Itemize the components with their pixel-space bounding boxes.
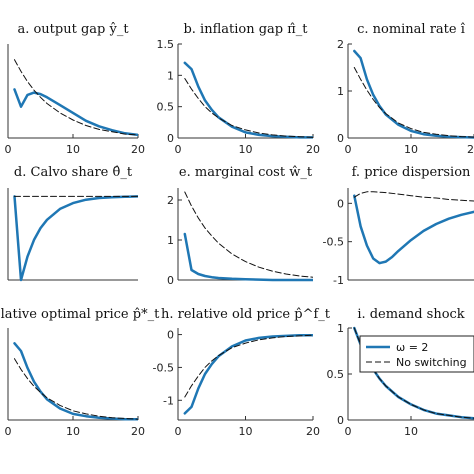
panel-c: 01201020c. nominal rate î [337,22,474,156]
x-tick-label: 20 [306,143,320,156]
x-tick-label: 10 [404,143,418,156]
y-tick-label: 0 [167,274,174,287]
y-tick-label: -1 [163,394,174,407]
x-tick-label: 10 [239,143,253,156]
panel-d: d. Calvo share θ̂_t [7,165,138,282]
x-tick-label: 0 [5,425,12,438]
x-tick-label: 10 [66,143,80,156]
y-tick-label: 2 [167,194,174,207]
x-tick-label: 0 [345,143,352,156]
panel-b: 0 0.5 1 1.5 0 10 20 b. inflation gap π̂_t [157,22,321,156]
y-tick-label: 2 [337,38,344,51]
panel-title: e. marginal cost ŵ_t [179,165,313,180]
legend-label-omega: ω = 2 [396,341,428,354]
x-tick-label: 20 [467,143,474,156]
series-line-no-switching [353,67,474,138]
x-tick-label: 10 [404,425,418,438]
panel-title: b. inflation gap π̂_t [183,22,308,37]
series-line-omega [183,232,313,282]
x-tick-label: 20 [131,143,145,156]
series-line-no-switching [184,191,313,278]
series-line-omega [183,61,313,139]
series-line-no-switching [184,334,313,398]
y-tick-label: -0.5 [323,236,344,249]
y-tick-label: 0 [167,329,174,342]
x-tick-label: 10 [66,425,80,438]
y-tick-label: 0.5 [157,101,175,114]
series-line-omega [353,49,474,139]
y-tick-label: 1 [167,69,174,82]
panel-title: d. Calvo share θ̂_t [14,165,133,180]
series-line-omega [13,342,138,421]
panel-title: f. price dispersion [352,165,471,180]
legend: ω = 2 No switching [359,335,474,373]
x-tick-label: 0 [175,143,182,156]
panel-e: 0 1 2 e. marginal cost ŵ_t [167,165,313,287]
panel-title: h. relative old price p̂^f_t [161,307,331,322]
panel-title: c. nominal rate î [357,22,466,37]
panel-title: a. output gap ŷ_t [17,22,129,37]
y-tick-label: 1 [337,85,344,98]
y-tick-label: 0 [337,414,344,427]
panel-a: 0 10 20 a. output gap ŷ_t [5,22,146,156]
panel-title: relative optimal price p̂*_t [0,307,160,322]
panel-h: -1 -0.5 0 0 10 20 h. relative old price p̂^f_t [153,307,331,438]
y-tick-label: 1 [167,234,174,247]
legend-box [359,335,474,373]
series-line-omega [13,195,138,282]
x-tick-label: 0 [5,143,12,156]
series-line-no-switching [14,358,138,420]
panel-g: 0 10 20 relative optimal price p̂*_t [0,307,160,438]
y-tick-label: 1.5 [157,38,175,51]
series-line-no-switching [184,78,313,138]
series-line-no-switching [353,191,474,202]
y-tick-label: 0 [337,197,344,210]
y-tick-label: -1 [333,274,344,287]
series-line-omega [13,88,138,137]
panel-title: i. demand shock [357,307,464,322]
panel-f: -1 -0.5 0 f. price dispersion [323,165,474,287]
y-tick-label: 0.5 [327,368,345,381]
series-line-omega [353,194,474,265]
y-tick-label: 0 [167,132,174,145]
x-tick-label: 10 [239,425,253,438]
legend-label-no-switching: No switching [396,356,467,369]
y-tick-label: -0.5 [153,361,174,374]
y-tick-label: 1 [337,322,344,335]
series-line-no-switching [14,59,138,136]
x-tick-label: 20 [131,425,145,438]
x-tick-label: 0 [345,425,352,438]
x-tick-label: 20 [306,425,320,438]
series-line-omega [183,333,313,415]
y-tick-label: 0 [337,132,344,145]
x-tick-label: 0 [175,425,182,438]
